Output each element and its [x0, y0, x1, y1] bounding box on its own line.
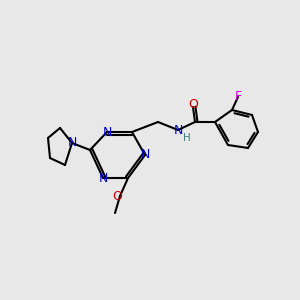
Text: N: N: [67, 136, 77, 149]
Text: O: O: [188, 98, 198, 112]
Text: N: N: [140, 148, 150, 161]
Text: F: F: [234, 89, 242, 103]
Text: O: O: [112, 190, 122, 203]
Text: N: N: [173, 124, 183, 137]
Text: N: N: [102, 125, 112, 139]
Text: N: N: [98, 172, 108, 184]
Text: H: H: [183, 133, 191, 143]
